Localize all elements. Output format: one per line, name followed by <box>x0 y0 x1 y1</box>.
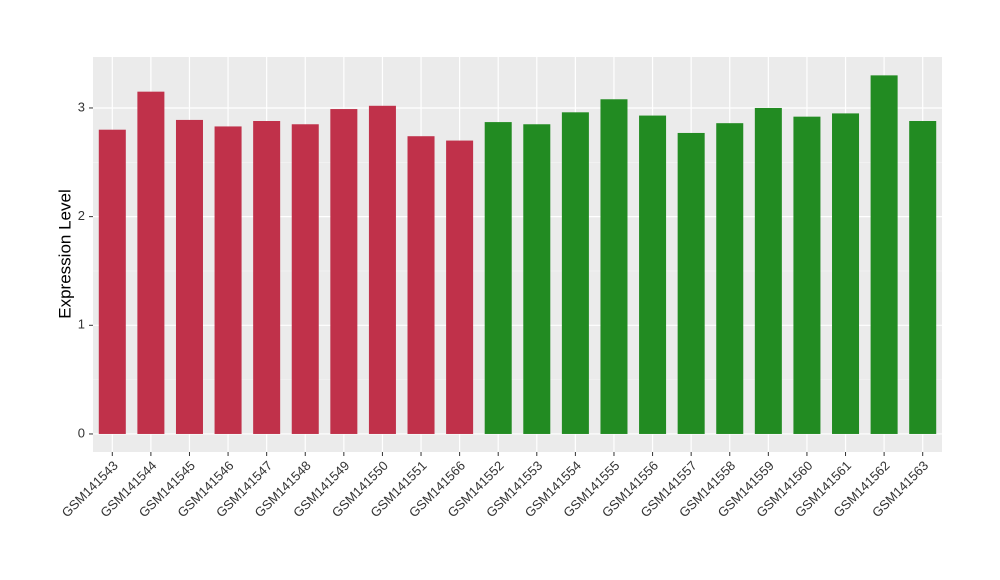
bar <box>870 75 898 434</box>
bar <box>214 126 242 434</box>
bar <box>793 116 821 434</box>
bar <box>561 112 589 434</box>
bar <box>407 136 435 434</box>
bar <box>98 129 126 434</box>
bar <box>754 107 782 434</box>
bar <box>484 122 512 434</box>
bar <box>600 99 628 434</box>
y-tick-label: 2 <box>78 208 85 223</box>
bar <box>175 119 203 434</box>
bar <box>330 109 358 434</box>
bar <box>446 140 474 434</box>
y-tick-label: 3 <box>78 99 85 114</box>
bar <box>291 124 319 434</box>
bar <box>137 91 165 434</box>
bar <box>639 115 667 434</box>
bar <box>716 123 744 434</box>
bar <box>909 121 937 434</box>
bar <box>253 121 281 434</box>
bar <box>368 105 396 434</box>
bar <box>523 124 551 434</box>
y-axis-label: Expression Level <box>55 189 74 318</box>
bar <box>677 132 705 434</box>
y-tick-label: 0 <box>78 425 85 440</box>
bar <box>832 113 860 434</box>
y-tick-label: 1 <box>78 317 85 332</box>
